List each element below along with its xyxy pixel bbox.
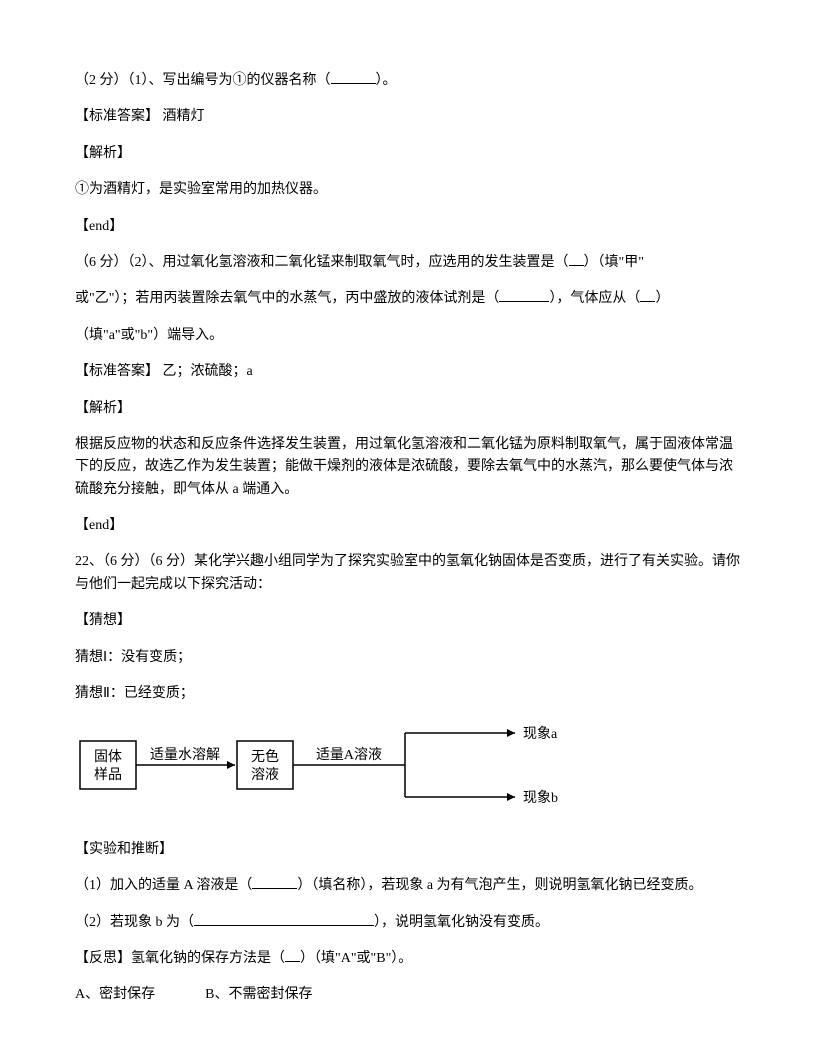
branch-a-head (507, 729, 515, 737)
ans2: 【标准答案】 乙；浓硫酸；a (75, 361, 741, 383)
arrow1-head (227, 761, 235, 769)
flowchart-diagram: 固体 样品 适量水溶解 无色 溶液 适量A溶液 现象a 现象b (75, 719, 741, 822)
blank-reflect (285, 961, 300, 962)
blank-q2a (569, 265, 584, 266)
ans1-label: 【标准答案】 (75, 109, 159, 124)
options: A、密封保存 B、不需密封保存 (75, 984, 741, 1006)
exp2-label: 【解析】 (75, 398, 741, 420)
q1-post: ）。 (376, 73, 397, 88)
arrow2-label: 适量A溶液 (316, 747, 382, 763)
box1-l1: 固体 (94, 749, 122, 765)
reflect-pre: 氢氧化钠的保存方法是（ (131, 951, 285, 966)
guess-label: 【猜想】 (75, 610, 741, 632)
q2-l1-post: ）（填"甲" (584, 255, 644, 270)
exp-p1: （1）加入的适量 A 溶液是（ ）（填名称），若现象 a 为有气泡产生，则说明氢氧… (75, 875, 741, 897)
exp-p2-post: ），说明氢氧化钠没有变质。 (374, 915, 549, 930)
q2-line2: 或"乙"）；若用丙装置除去氧气中的水蒸气，丙中盛放的液体试剂是（ ），气体应从（ ） (75, 288, 741, 310)
q2-l2-pre: 或"乙"）；若用丙装置除去氧气中的水蒸气，丙中盛放的液体试剂是（ (75, 291, 499, 306)
q22-intro: 22、（6 分）（6 分）某化学兴趣小组同学为了探究实验室中的氢氧化钠固体是否变… (75, 551, 741, 596)
result-a: 现象a (523, 726, 558, 742)
exp-section-label: 【实验和推断】 (75, 839, 741, 861)
ans1: 【标准答案】 酒精灯 (75, 106, 741, 128)
blank-q1 (331, 83, 376, 84)
exp1-label: 【解析】 (75, 143, 741, 165)
arrow1-label: 适量水溶解 (150, 747, 220, 763)
q1-pre: （2 分）（1）、写出编号为①的仪器名称（ (75, 73, 331, 88)
branch-b-head (507, 793, 515, 801)
guess-2: 猜想Ⅱ：已经变质； (75, 683, 741, 705)
q2-l2-post: ），气体应从（ (549, 291, 640, 306)
exp-p2-pre: （2）若现象 b 为（ (75, 915, 194, 930)
blank-q2b (499, 301, 549, 302)
box1-l2: 样品 (94, 767, 122, 783)
reflect-post: ）（填"A"或"B"）。 (300, 951, 412, 966)
end2: 【end】 (75, 515, 741, 537)
q2-line1: （6 分）（2）、用过氧化氢溶液和二氧化锰来制取氧气时，应选用的发生装置是（ ）（… (75, 252, 741, 274)
opt-a: A、密封保存 (75, 987, 155, 1002)
reflect: 【反思】氢氧化钠的保存方法是（ ）（填"A"或"B"）。 (75, 948, 741, 970)
opt-b: B、不需密封保存 (205, 987, 312, 1002)
ans2-label: 【标准答案】 (75, 364, 159, 379)
exp-p1-mid: ）（填名称），若现象 a 为有气泡产生，则说明氢氧化钠已经变质。 (297, 878, 702, 893)
box2-l1: 无色 (251, 748, 279, 765)
guess-1: 猜想Ⅰ：没有变质； (75, 647, 741, 669)
end1: 【end】 (75, 216, 741, 238)
exp2-text: 根据反应物的状态和反应条件选择发生装置，用过氧化氢溶液和二氧化锰为原料制取氧气，… (75, 434, 741, 501)
q2-l1-pre: （6 分）（2）、用过氧化氢溶液和二氧化锰来制取氧气时，应选用的发生装置是（ (75, 255, 569, 270)
q2-line3: （填"a"或"b"）端导入。 (75, 325, 741, 347)
blank-q2c (640, 301, 655, 302)
exp1-text: ①为酒精灯，是实验室常用的加热仪器。 (75, 179, 741, 201)
box2-l2: 溶液 (251, 767, 279, 783)
result-b: 现象b (523, 790, 558, 806)
reflect-label: 【反思】 (75, 951, 131, 966)
ans1-text: 酒精灯 (159, 109, 205, 124)
blank-p1 (252, 888, 297, 889)
exp-p1-pre: （1）加入的适量 A 溶液是（ (75, 878, 252, 893)
blank-p2 (194, 925, 374, 926)
q1-prompt: （2 分）（1）、写出编号为①的仪器名称（ ）。 (75, 70, 741, 92)
exp-p2: （2）若现象 b 为（ ），说明氢氧化钠没有变质。 (75, 912, 741, 934)
ans2-text: 乙；浓硫酸；a (159, 364, 253, 379)
q2-l2-end: ） (655, 291, 669, 306)
